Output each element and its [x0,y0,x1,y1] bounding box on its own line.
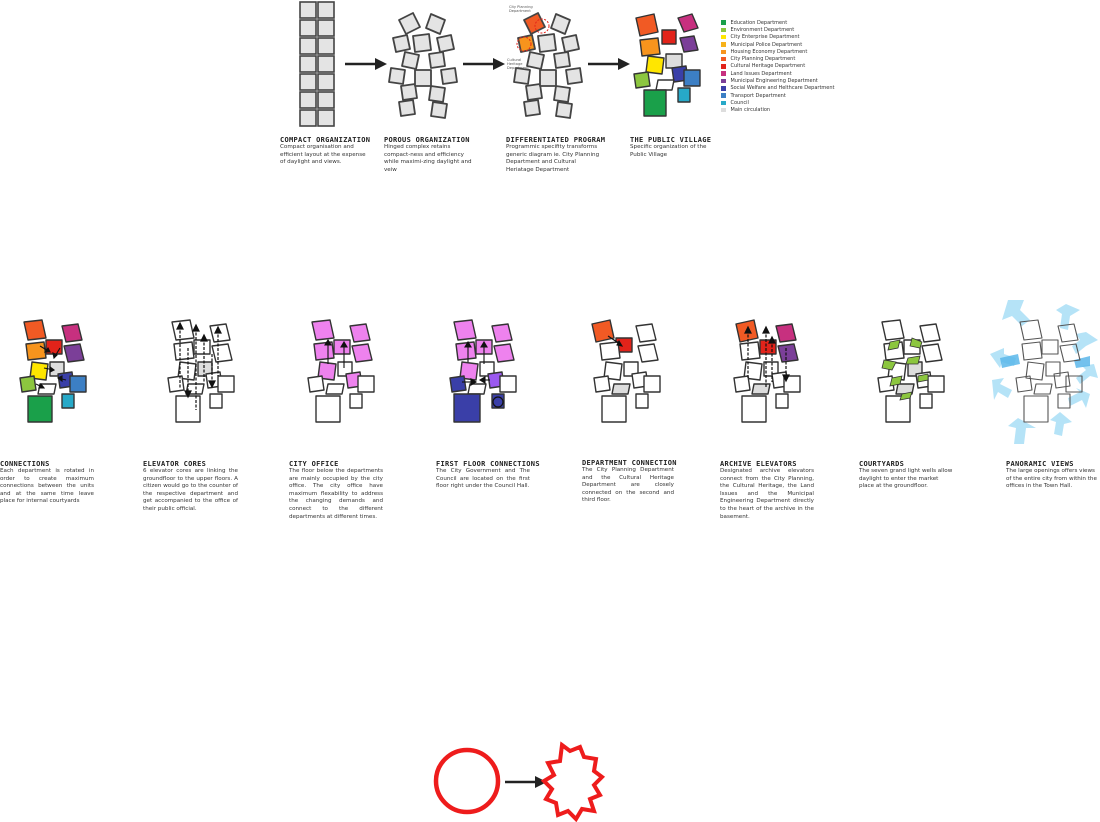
legend-item: Municipal Engineering Department [721,77,835,84]
legend-label: Education Department [730,19,788,26]
grid-cell [317,19,335,37]
grid-cell [317,109,335,127]
grid-cell [299,19,317,37]
arrow-icon [505,776,547,788]
legend-item: Main circulation [721,107,835,114]
legend-swatch [721,27,726,33]
legend-item: City Enterprise Department [721,34,835,41]
step-text: The floor below the departments are main… [289,468,383,520]
city-office-diagram [307,319,375,423]
arrow-icon [345,58,387,70]
legend-swatch [721,42,726,47]
grid-cell [317,55,335,73]
public-village-diagram [633,13,701,117]
legend-swatch [721,100,726,106]
legend-label: Social Welfare and Helthcare Department [730,85,835,92]
step-title: FIRST FLOOR CONNECTIONS [436,460,540,468]
step-title: POROUS ORGANIZATION [384,136,470,144]
elevator-cores-diagram [167,319,235,423]
grid-cell [317,1,335,19]
step-text: Programmic specifity transforms generic … [506,144,600,173]
legend-label: City Enterprise Department [730,34,800,41]
legend-item: Municipal Police Department [721,41,835,48]
legend-label: Transport Department [730,92,786,99]
step-text: Each department is rotated in order to c… [0,468,94,505]
legend-item: Social Welfare and Helthcare Department [721,85,835,92]
legend-label: Housing Economy Department [730,48,808,55]
legend-label: Council [730,99,749,106]
courtyards-diagram [877,319,945,423]
step-title: ELEVATOR CORES [143,460,207,468]
step-title: DIFFERENTIATED PROGRAM [506,136,606,144]
porous-diagram [388,12,458,119]
connections-diagram [19,319,87,423]
grid-cell [317,73,335,91]
legend-label: Land Issues Department [730,70,792,77]
step-text: Compact organisation and efficient layou… [280,144,366,166]
circle-icon [433,747,501,815]
step-title: COURTYARDS [859,460,905,468]
legend-label: City Planning Department [730,56,796,63]
step-title: PANORAMIC VIEWS [1006,460,1074,468]
legend-label: Cultural Heritage Department [730,63,806,70]
legend-swatch [721,93,726,98]
grid-cell [317,37,335,55]
archive-elevators-diagram [733,319,801,423]
legend-swatch [721,107,726,113]
step-title: CONNECTIONS [0,460,50,468]
step-text: The City Planning Department and the Cul… [582,467,674,504]
irregular-shape-icon [540,741,606,822]
grid-cell [299,55,317,73]
legend-item: Environment Department [721,26,835,33]
department-connection-diagram [591,319,661,423]
legend-item: Cultural Heritage Department [721,63,835,70]
legend-label: Municipal Police Department [730,41,803,48]
step-title: COMPACT ORGANIZATION [280,136,371,144]
step-text: The seven grand light wells allow daylig… [859,468,953,490]
legend-swatch [721,49,726,55]
legend-swatch [721,56,726,62]
grid-cell [317,91,335,109]
step-text: Specific organization of the Public Vill… [630,144,707,158]
legend-label: Municipal Engineering Department [730,78,818,85]
step-text: The City Government and The Council are … [436,468,530,490]
legend-label: Main circulation [730,107,771,114]
legend-swatch [721,86,726,91]
differentiated-diagram [513,12,583,119]
compact-grid-diagram [299,1,335,127]
step-text: Designated archive elevators connect fro… [720,468,814,520]
grid-cell [299,73,317,91]
legend-item: Transport Department [721,92,835,99]
legend-item: Housing Economy Department [721,48,835,55]
grid-cell [299,37,317,55]
grid-cell [299,109,317,127]
legend-swatch [721,71,726,76]
legend-item: City Planning Department [721,55,835,62]
arrow-icon [463,58,505,70]
step-text: The large openings offers views of the e… [1006,468,1097,490]
diff-label-bottom: Cultural Heritage Department [507,58,529,70]
step-text: Hinged complex retains compact-ness and … [384,144,472,173]
legend-swatch [721,20,726,25]
legend-swatch [721,64,726,69]
grid-cell [299,91,317,109]
legend-label: Environment Department [730,26,795,33]
step-title: CITY OFFICE [289,460,339,468]
step-title: ARCHIVE ELEVATORS [720,460,797,468]
step-title: DEPARTMENT CONNECTION [582,459,677,467]
legend-swatch [721,34,726,40]
arrow-icon [588,58,630,70]
step-title: THE PUBLIC VILLAGE [630,136,712,144]
step-text: 6 elevator cores are linking the groundf… [143,468,238,512]
legend-item: Land Issues Department [721,70,835,77]
panoramic-views-diagram [990,300,1098,444]
legend-swatch [721,78,726,84]
legend-item: Education Department [721,19,835,26]
department-legend: Education Department Environment Departme… [721,19,835,114]
legend-item: Council [721,99,835,106]
grid-cell [299,1,317,19]
diff-label-top: City Planning Department [509,5,533,13]
first-floor-diagram [449,319,517,423]
